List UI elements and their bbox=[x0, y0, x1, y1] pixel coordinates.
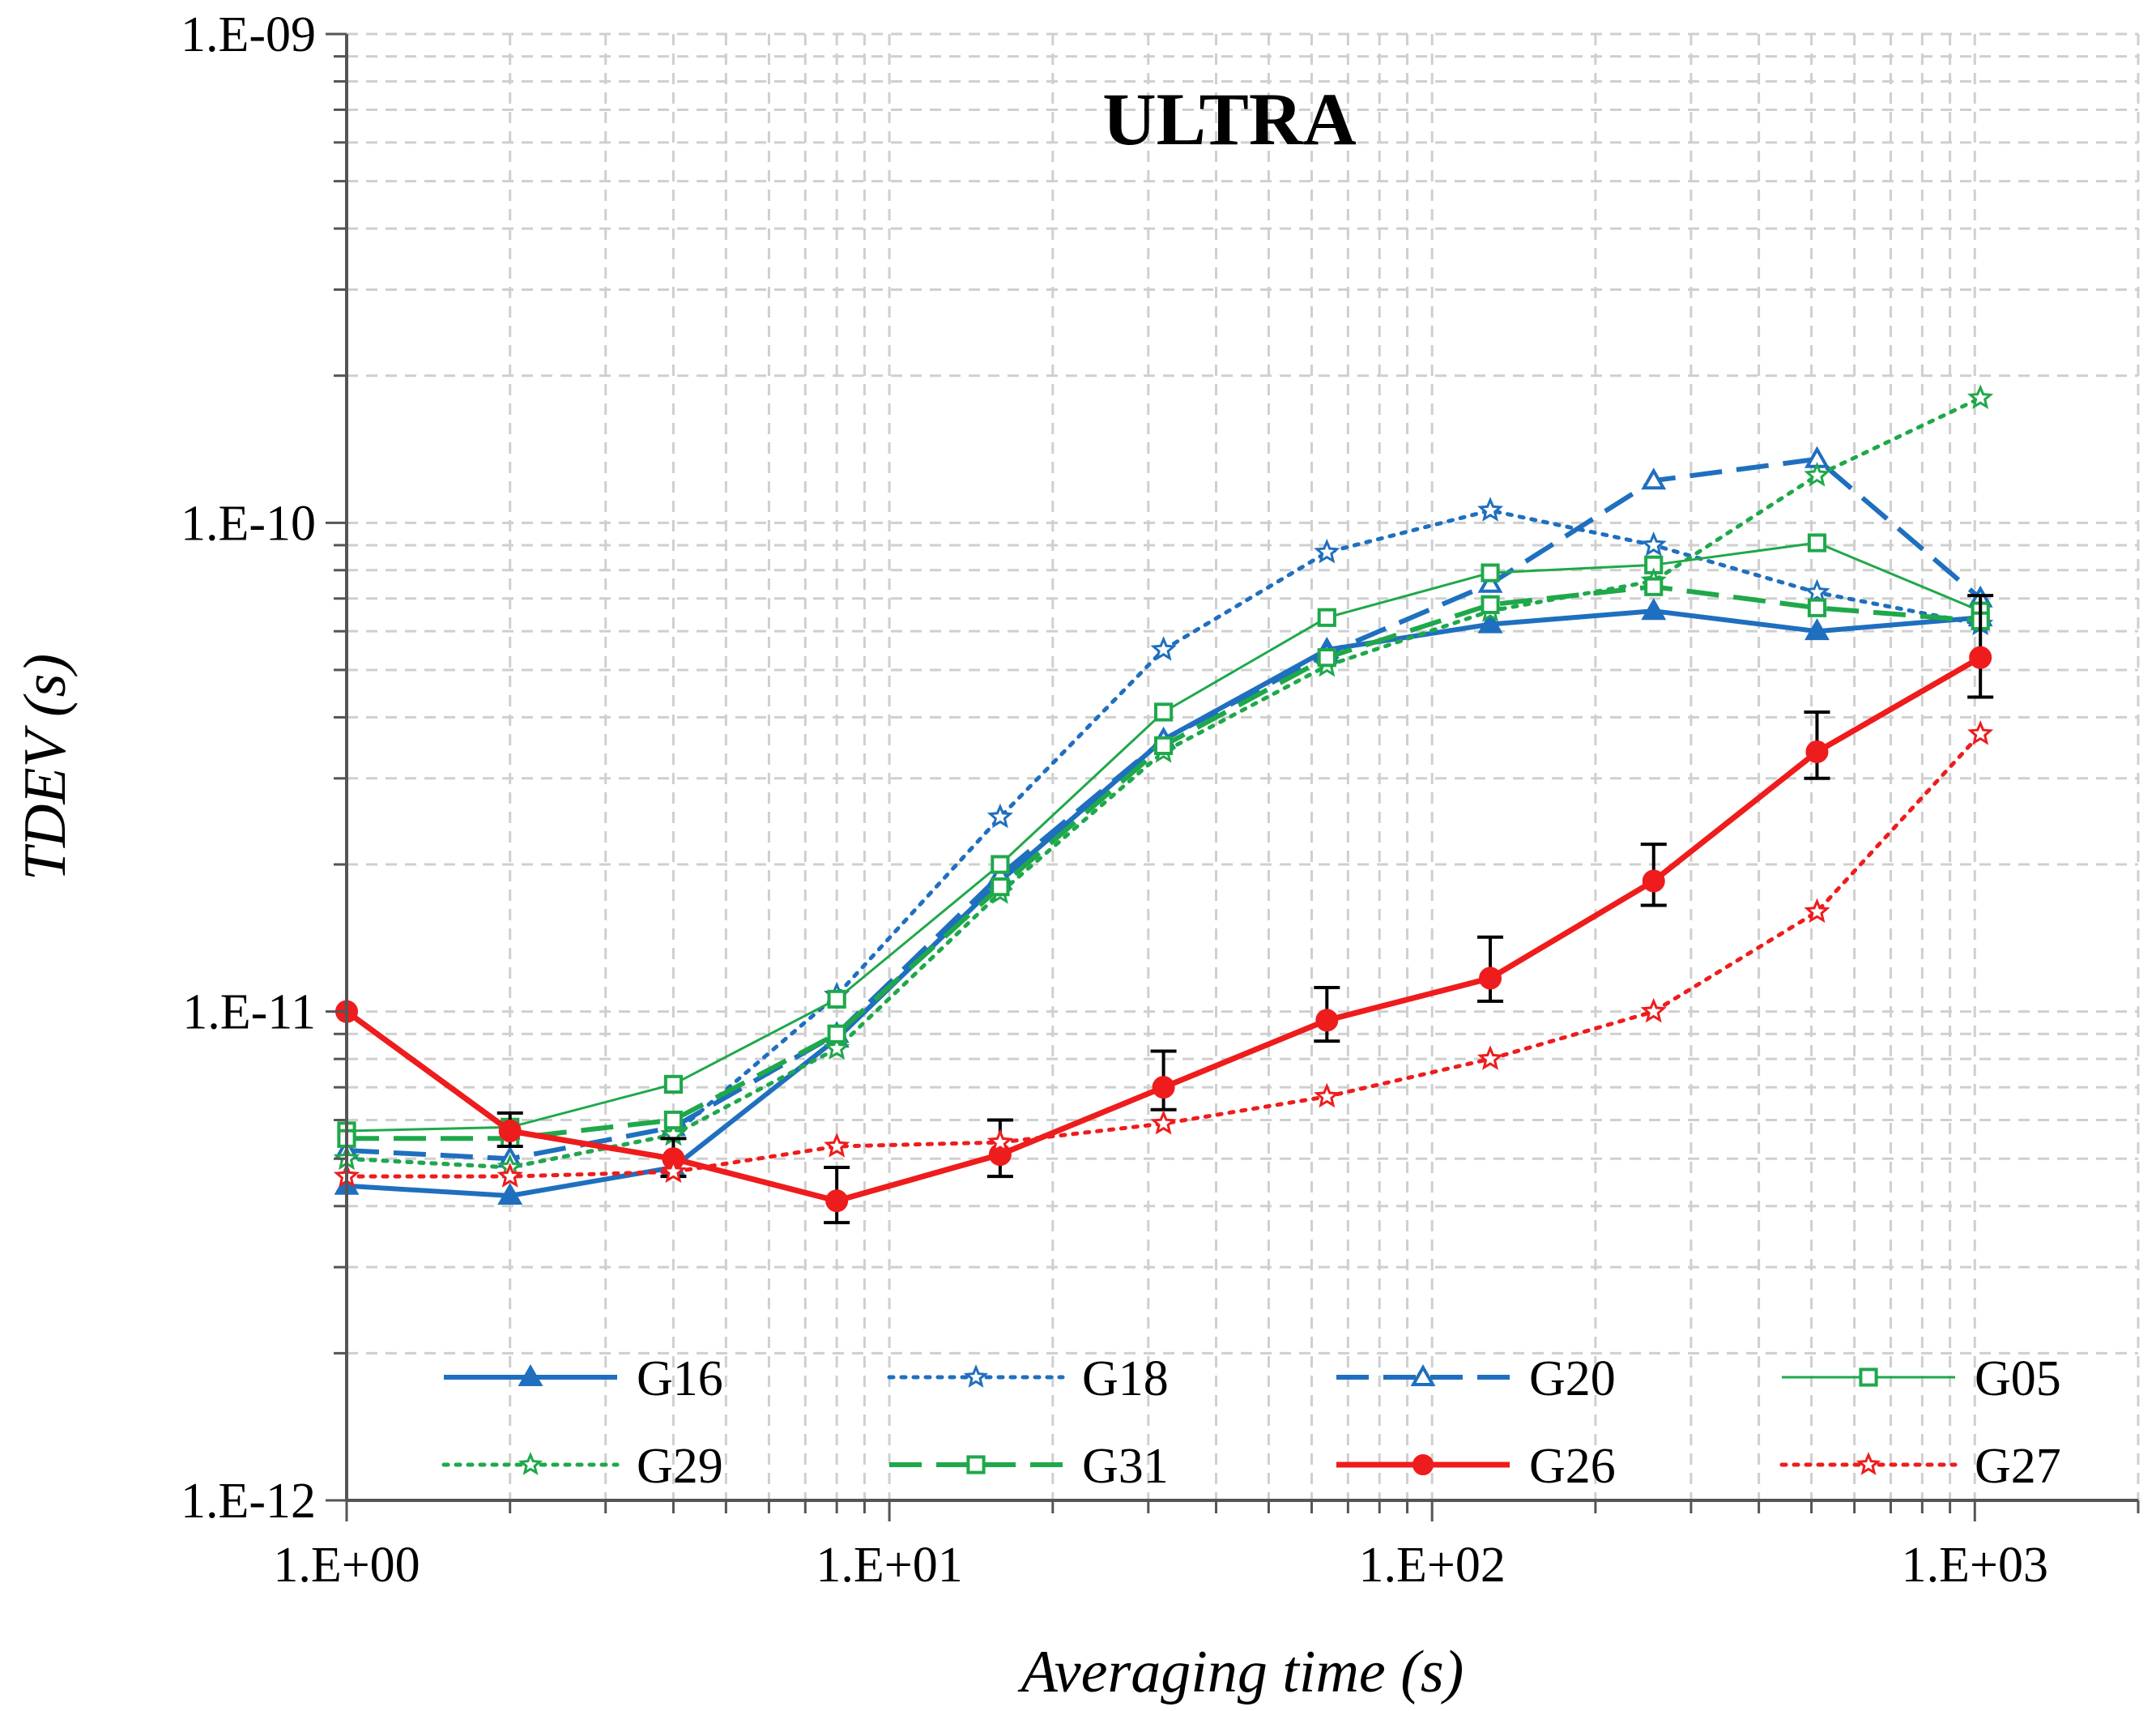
series-marker bbox=[1807, 533, 1827, 553]
series-marker bbox=[1804, 578, 1830, 604]
grid bbox=[347, 32, 2140, 1500]
series-marker bbox=[1640, 997, 1667, 1023]
y-tick-label: 1.E-11 bbox=[182, 985, 316, 1040]
x-tick-label: 1.E+03 bbox=[1902, 1538, 2048, 1593]
series-marker bbox=[827, 989, 846, 1009]
legend-label: G29 bbox=[637, 1439, 723, 1494]
legend: G16 G18 G20 G05 G29 G31 G26 G27 bbox=[441, 1351, 2061, 1494]
series-marker bbox=[1153, 702, 1174, 722]
series-g27 bbox=[333, 720, 1994, 1188]
series-g31 bbox=[337, 577, 1990, 1148]
series-marker bbox=[963, 1364, 989, 1388]
series-marker bbox=[1314, 538, 1340, 564]
legend-label: G16 bbox=[637, 1351, 723, 1406]
legend-item-g27: G27 bbox=[1779, 1439, 2061, 1494]
series-marker bbox=[660, 1158, 687, 1184]
series-marker bbox=[1152, 1076, 1175, 1099]
series-marker bbox=[663, 1074, 684, 1094]
series-marker bbox=[1412, 1454, 1434, 1475]
series-marker bbox=[1644, 577, 1664, 596]
y-tick-label: 1.E-09 bbox=[181, 7, 316, 62]
x-axis-title: Averaging time (s) bbox=[1017, 1639, 1464, 1705]
series-marker bbox=[1807, 598, 1827, 617]
series-line bbox=[344, 732, 1983, 1179]
series-marker bbox=[1967, 720, 1994, 745]
series-marker bbox=[1859, 1368, 1878, 1387]
series-marker bbox=[1476, 1045, 1504, 1070]
series-marker bbox=[1477, 611, 1503, 634]
series-marker bbox=[518, 1452, 543, 1475]
legend-item-g05: G05 bbox=[1782, 1351, 2061, 1406]
series-marker bbox=[498, 1119, 522, 1142]
series-marker bbox=[991, 855, 1010, 874]
series-marker bbox=[1856, 1452, 1881, 1475]
series-marker bbox=[1481, 595, 1500, 614]
series-marker bbox=[1804, 618, 1830, 641]
legend-item-g29: G29 bbox=[441, 1439, 723, 1494]
series-marker bbox=[1315, 1009, 1339, 1032]
series-line bbox=[344, 395, 1983, 1170]
series-marker bbox=[1314, 1082, 1340, 1108]
legend-item-g16: G16 bbox=[444, 1351, 723, 1406]
series-marker bbox=[986, 1129, 1013, 1154]
series-marker bbox=[824, 1035, 850, 1060]
series-marker bbox=[986, 803, 1013, 829]
series-marker bbox=[1804, 898, 1830, 924]
series-marker bbox=[1642, 869, 1665, 893]
legend-label: G20 bbox=[1529, 1351, 1616, 1406]
series-marker bbox=[518, 1363, 543, 1386]
series-marker bbox=[1967, 384, 1994, 409]
series-marker bbox=[1969, 646, 1992, 669]
series-marker bbox=[1150, 636, 1177, 661]
x-tick-label: 1.E+02 bbox=[1359, 1538, 1506, 1593]
series-marker bbox=[496, 1163, 523, 1188]
series-marker bbox=[1477, 570, 1503, 593]
legend-label: G27 bbox=[1975, 1439, 2061, 1494]
series-marker bbox=[1317, 608, 1336, 627]
legend-label: G31 bbox=[1082, 1439, 1169, 1494]
series-marker bbox=[663, 1110, 684, 1130]
series-marker bbox=[1153, 736, 1174, 756]
legend-item-g26: G26 bbox=[1336, 1439, 1616, 1494]
chart-title: ULTRA bbox=[1102, 78, 1357, 160]
axes bbox=[326, 32, 2140, 1521]
series-marker bbox=[497, 1182, 523, 1205]
legend-item-g20: G20 bbox=[1336, 1351, 1616, 1406]
series-marker bbox=[827, 1024, 846, 1043]
series-marker bbox=[966, 1455, 986, 1474]
y-axis-title: TDEV (s) bbox=[12, 654, 79, 881]
series-marker bbox=[1150, 1109, 1177, 1135]
legend-label: G26 bbox=[1529, 1439, 1616, 1494]
series-marker bbox=[1477, 497, 1504, 522]
x-tick-label: 1.E+00 bbox=[273, 1538, 420, 1593]
series-marker bbox=[1410, 1363, 1436, 1386]
legend-item-g18: G18 bbox=[887, 1351, 1169, 1406]
series-marker bbox=[824, 1133, 850, 1158]
legend-label: G05 bbox=[1975, 1351, 2061, 1406]
legend-label: G18 bbox=[1082, 1351, 1169, 1406]
series-marker bbox=[1804, 462, 1830, 487]
y-tick-label: 1.E-10 bbox=[181, 496, 316, 551]
series-marker bbox=[1641, 598, 1667, 621]
series-marker bbox=[1481, 563, 1500, 582]
series-marker bbox=[825, 1189, 849, 1213]
series-marker bbox=[991, 877, 1010, 897]
legend-item-g31: G31 bbox=[889, 1439, 1169, 1494]
series-marker bbox=[1640, 531, 1667, 557]
series-marker bbox=[1317, 648, 1336, 668]
series-layer bbox=[333, 384, 1994, 1225]
tick-labels: 1.E+00 1.E+01 1.E+02 1.E+03 1.E-12 1.E-11 1.E-… bbox=[181, 7, 2048, 1593]
series-marker bbox=[1479, 966, 1502, 990]
y-tick-label: 1.E-12 bbox=[181, 1474, 316, 1529]
x-tick-label: 1.E+01 bbox=[816, 1538, 962, 1593]
series-marker bbox=[1805, 740, 1829, 764]
series-marker bbox=[1641, 467, 1667, 490]
